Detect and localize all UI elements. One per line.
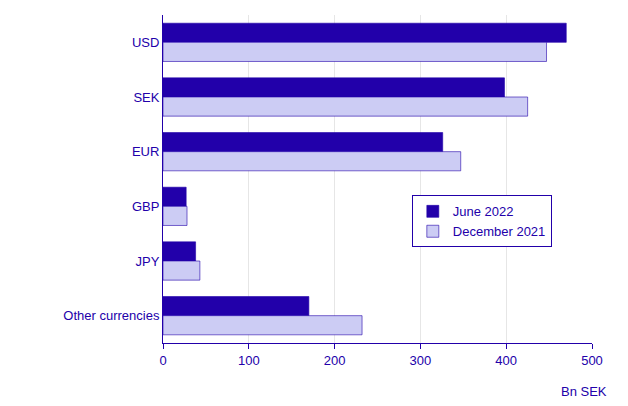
svg-text:Bn SEK: Bn SEK: [561, 384, 607, 399]
svg-text:June 2022: June 2022: [453, 204, 514, 219]
svg-text:400: 400: [495, 353, 517, 368]
svg-text:December 2021: December 2021: [453, 224, 546, 239]
svg-text:200: 200: [324, 353, 346, 368]
svg-text:JPY: JPY: [136, 254, 160, 269]
svg-text:SEK: SEK: [133, 90, 159, 105]
svg-text:100: 100: [238, 353, 260, 368]
svg-text:GBP: GBP: [132, 199, 159, 214]
svg-text:0: 0: [159, 353, 166, 368]
svg-text:300: 300: [410, 353, 432, 368]
svg-text:USD: USD: [132, 35, 159, 50]
svg-text:500: 500: [581, 353, 603, 368]
svg-text:EUR: EUR: [132, 144, 159, 159]
svg-text:Other currencies: Other currencies: [63, 308, 160, 323]
